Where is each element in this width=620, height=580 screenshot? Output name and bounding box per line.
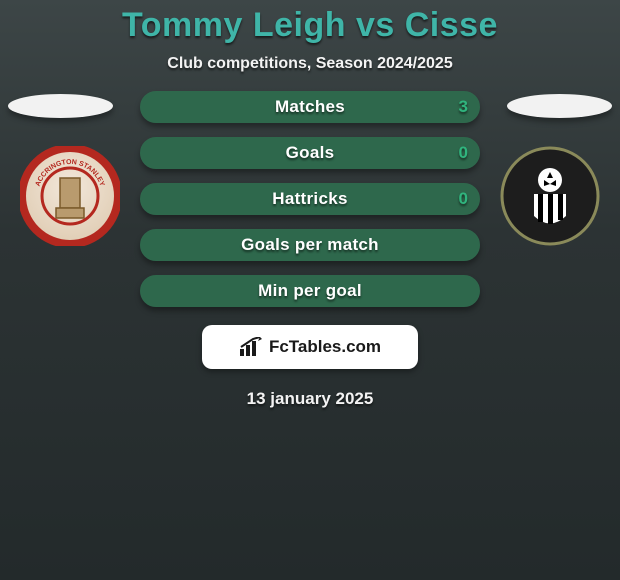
snapshot-date: 13 january 2025 <box>0 389 620 409</box>
stat-bar-right-value: 0 <box>459 137 468 169</box>
stat-bar-label: Min per goal <box>140 275 480 307</box>
stat-bar: Hattricks0 <box>140 183 480 215</box>
player-right-marker <box>507 94 612 118</box>
stat-bar: Goals per match <box>140 229 480 261</box>
comparison-card: Tommy Leigh vs Cisse Club competitions, … <box>0 0 620 580</box>
stat-bar-label: Hattricks <box>140 183 480 215</box>
stat-bar: Goals0 <box>140 137 480 169</box>
page-title: Tommy Leigh vs Cisse <box>0 6 620 45</box>
accrington-crest-icon: ACCRINGTON STANLEY <box>20 146 120 246</box>
club-crest-left: ACCRINGTON STANLEY <box>20 146 120 246</box>
stat-bar-label: Matches <box>140 91 480 123</box>
stat-bar: Matches3 <box>140 91 480 123</box>
club-crest-right <box>500 146 600 246</box>
stat-bar: Min per goal <box>140 275 480 307</box>
player-left-marker <box>8 94 113 118</box>
page-subtitle: Club competitions, Season 2024/2025 <box>0 55 620 73</box>
stat-bar-right-value: 0 <box>459 183 468 215</box>
stat-bars: Matches3Goals0Hattricks0Goals per matchM… <box>140 91 480 307</box>
stat-bar-right-value: 3 <box>459 91 468 123</box>
stat-bar-label: Goals per match <box>140 229 480 261</box>
watermark-text: FcTables.com <box>269 337 381 357</box>
notts-county-crest-icon <box>500 146 600 246</box>
stat-bar-label: Goals <box>140 137 480 169</box>
comparison-arena: ACCRINGTON STANLEY Matches3Go <box>0 91 620 307</box>
bar-chart-icon <box>239 337 263 357</box>
watermark: FcTables.com <box>202 325 418 369</box>
